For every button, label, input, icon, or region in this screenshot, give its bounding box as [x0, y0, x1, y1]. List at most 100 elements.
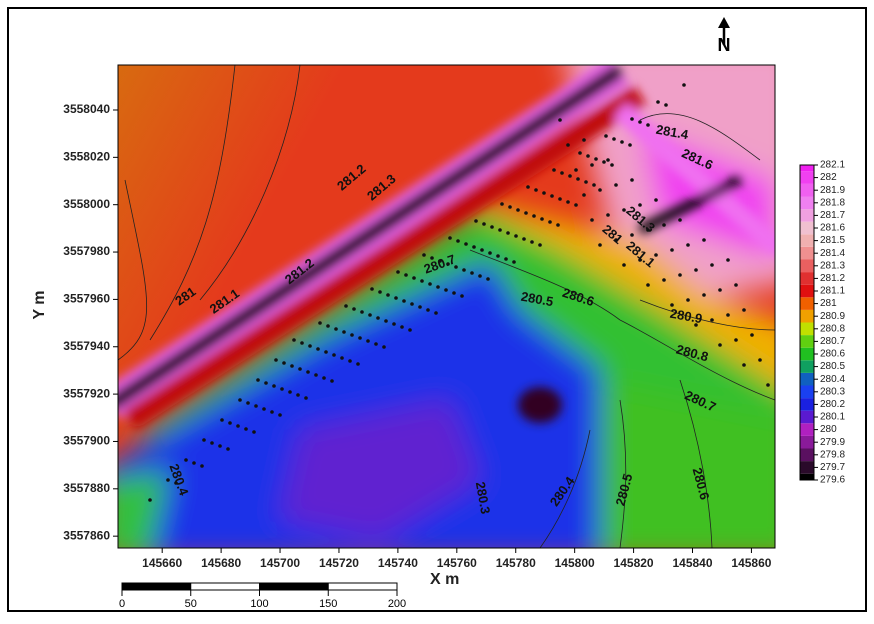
map-figure: 1456601456801457001457201457401457601457…	[0, 0, 874, 619]
x-axis-title: X m	[430, 571, 459, 588]
colorbar-swatch	[800, 171, 814, 184]
sample-point	[296, 393, 300, 397]
colorbar-label: 282	[820, 172, 837, 183]
colorbar-label: 279.9	[820, 437, 845, 448]
sample-point	[664, 103, 668, 107]
sample-point	[742, 308, 746, 312]
sample-point	[558, 118, 562, 122]
colorbar-label: 280.3	[820, 386, 845, 397]
sample-point	[508, 205, 512, 209]
sample-point	[628, 143, 632, 147]
sample-point	[412, 276, 416, 280]
sample-point	[578, 151, 582, 155]
x-tick-label: 145660	[142, 556, 182, 570]
colorbar-label: 281.5	[820, 235, 845, 246]
sample-point	[356, 362, 360, 366]
sample-point	[574, 203, 578, 207]
y-tick-label: 3557900	[63, 434, 110, 448]
sample-point	[522, 237, 526, 241]
sample-point	[532, 214, 536, 218]
x-tick-label: 145840	[672, 556, 712, 570]
sample-point	[566, 200, 570, 204]
sample-point	[332, 353, 336, 357]
sample-point	[710, 263, 714, 267]
colorbar-label: 280.4	[820, 374, 845, 385]
colorbar-label: 279.7	[820, 462, 845, 473]
sample-point	[582, 193, 586, 197]
colorbar-swatch	[800, 184, 814, 197]
colorbar-swatch	[800, 461, 814, 474]
sample-point	[548, 220, 552, 224]
x-tick-label: 145760	[437, 556, 477, 570]
colorbar-swatch	[800, 247, 814, 260]
sample-point	[352, 307, 356, 311]
sample-point	[582, 138, 586, 142]
sample-point	[262, 407, 266, 411]
sample-point	[576, 177, 580, 181]
sample-point	[282, 361, 286, 365]
sample-point	[538, 243, 542, 247]
sample-point	[392, 322, 396, 326]
sample-point	[420, 279, 424, 283]
sample-point	[726, 258, 730, 262]
sample-point	[662, 278, 666, 282]
sample-point	[404, 273, 408, 277]
sample-point	[606, 213, 610, 217]
sample-point	[630, 233, 634, 237]
sample-point	[210, 441, 214, 445]
colorbar-swatch	[800, 335, 814, 348]
x-tick-label: 145720	[319, 556, 359, 570]
sample-point	[426, 308, 430, 312]
sample-point	[472, 245, 476, 249]
sample-point	[270, 410, 274, 414]
sample-point	[350, 333, 354, 337]
colorbar-label: 280.9	[820, 311, 845, 322]
y-tick-label: 3557980	[63, 244, 110, 258]
sample-point	[550, 194, 554, 198]
colorbar-swatch	[800, 222, 814, 235]
sample-point	[506, 231, 510, 235]
sample-point	[702, 238, 706, 242]
colorbar-label: 280.6	[820, 349, 845, 360]
sample-point	[236, 424, 240, 428]
sample-point	[750, 333, 754, 337]
x-tick-label: 145740	[378, 556, 418, 570]
sample-point	[252, 430, 256, 434]
colorbar-label: 280.8	[820, 323, 845, 334]
sample-point	[330, 379, 334, 383]
scale-segment	[122, 583, 191, 590]
sample-point	[324, 350, 328, 354]
sample-point	[226, 447, 230, 451]
sample-point	[610, 163, 614, 167]
sample-point	[318, 321, 322, 325]
colorbar-swatch	[800, 348, 814, 361]
sample-point	[358, 336, 362, 340]
sample-point	[408, 328, 412, 332]
colorbar-label: 281.8	[820, 197, 845, 208]
sample-point	[496, 254, 500, 258]
sample-point	[598, 188, 602, 192]
sample-point	[766, 383, 770, 387]
colorbar-swatch	[800, 209, 814, 222]
sample-point	[686, 243, 690, 247]
sample-point	[614, 183, 618, 187]
sample-point	[434, 311, 438, 315]
north-label: N	[718, 35, 731, 55]
sample-point	[384, 319, 388, 323]
colorbar-label: 279.6	[820, 475, 845, 486]
sample-point	[300, 341, 304, 345]
sample-point	[540, 217, 544, 221]
sample-point	[592, 183, 596, 187]
sample-point	[342, 330, 346, 334]
colorbar-label: 280.7	[820, 336, 845, 347]
colorbar-swatch	[800, 272, 814, 285]
sample-point	[400, 325, 404, 329]
colorbar-swatch	[800, 360, 814, 373]
sample-point	[368, 313, 372, 317]
sample-point	[314, 373, 318, 377]
sample-point	[470, 271, 474, 275]
sample-point	[366, 339, 370, 343]
sample-point	[348, 359, 352, 363]
sample-point	[524, 211, 528, 215]
sample-point	[254, 404, 258, 408]
